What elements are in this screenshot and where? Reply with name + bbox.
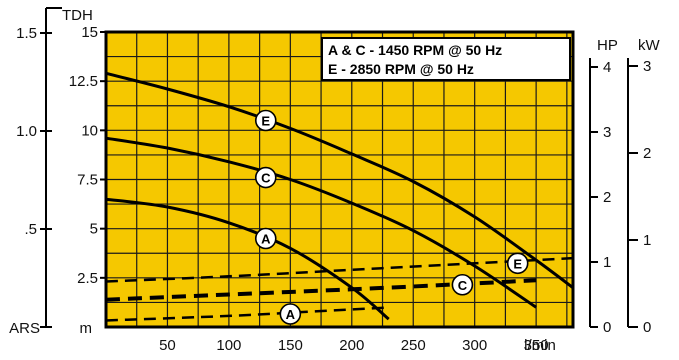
curve-marker-circle: [254, 166, 277, 189]
curve-marker-circle: [254, 227, 277, 250]
hp-tick-label: 2: [603, 189, 611, 206]
curve-markers: E C A E C A: [254, 109, 529, 325]
head-axis-unit: m: [80, 320, 93, 337]
curve-marker-label: C: [261, 171, 271, 186]
flow-axis-unit: l/min: [524, 337, 556, 354]
hp-tick-label: 1: [603, 254, 611, 271]
kw-tick-label: 3: [643, 58, 651, 75]
curve-marker-label: A: [286, 307, 296, 322]
head-tick-label: 2.5: [77, 270, 98, 287]
flow-tick-label: 250: [401, 337, 426, 354]
legend-background: [321, 37, 571, 81]
curve-marker-label: A: [261, 232, 271, 247]
curve-marker-c: C: [254, 166, 277, 189]
ars-tick-label: 1.5: [16, 25, 37, 42]
ars-tick-label: .5: [24, 221, 37, 238]
curve-marker-circle: [279, 303, 302, 325]
hp-tick-label: 4: [603, 59, 611, 76]
legend-entry-ac: A & C - 1450 RPM @ 50 Hz: [328, 42, 502, 58]
curve-marker-a: A: [254, 227, 277, 250]
kw-tick-label: 0: [643, 319, 651, 336]
curve-marker-a: A: [279, 303, 302, 325]
head-tick-label: 10: [81, 122, 98, 139]
hp-tick-label: 0: [603, 319, 611, 336]
head-tick-label: 7.5: [77, 172, 98, 189]
ars-axis-label: ARS: [9, 320, 40, 337]
curve-marker-circle: [451, 273, 474, 296]
flow-tick-label: 150: [278, 337, 303, 354]
kw-axis-title: kW: [638, 37, 661, 54]
legend-entry-e: E - 2850 RPM @ 50 Hz: [328, 61, 474, 77]
ars-tick-label: 1.0: [16, 123, 37, 140]
curve-marker-c: C: [451, 273, 474, 296]
flow-tick-label: 350: [524, 337, 549, 354]
series-c-power-line: [105, 278, 537, 302]
head-tick-label: 5: [90, 221, 98, 238]
series-e-power-line: [105, 256, 574, 283]
curve-marker-e: E: [506, 252, 529, 275]
hp-tick-label: 3: [603, 124, 611, 141]
flow-tick-label: 50: [159, 337, 176, 354]
kw-tick-label: 1: [643, 232, 651, 249]
curve-marker-circle: [506, 252, 529, 275]
curve-marker-e: E: [254, 109, 277, 132]
curve-marker-circle: [254, 109, 277, 132]
hp-axis-title: HP: [597, 37, 618, 54]
flow-tick-label: 300: [462, 337, 487, 354]
head-tick-label: 15: [81, 24, 98, 41]
flow-tick-label: 200: [339, 337, 364, 354]
head-axis-title: TDH: [62, 7, 93, 24]
series-e-head-line: [105, 71, 574, 289]
kw-tick-label: 2: [643, 145, 651, 162]
curve-marker-label: E: [261, 114, 270, 129]
head-tick-label: 12.5: [69, 73, 98, 90]
curve-marker-label: E: [513, 256, 522, 271]
series-layer: [105, 71, 574, 322]
flow-tick-label: 100: [216, 337, 241, 354]
legend-box: A & C - 1450 RPM @ 50 Hz E - 2850 RPM @ …: [321, 37, 571, 81]
curve-marker-label: C: [458, 278, 468, 293]
